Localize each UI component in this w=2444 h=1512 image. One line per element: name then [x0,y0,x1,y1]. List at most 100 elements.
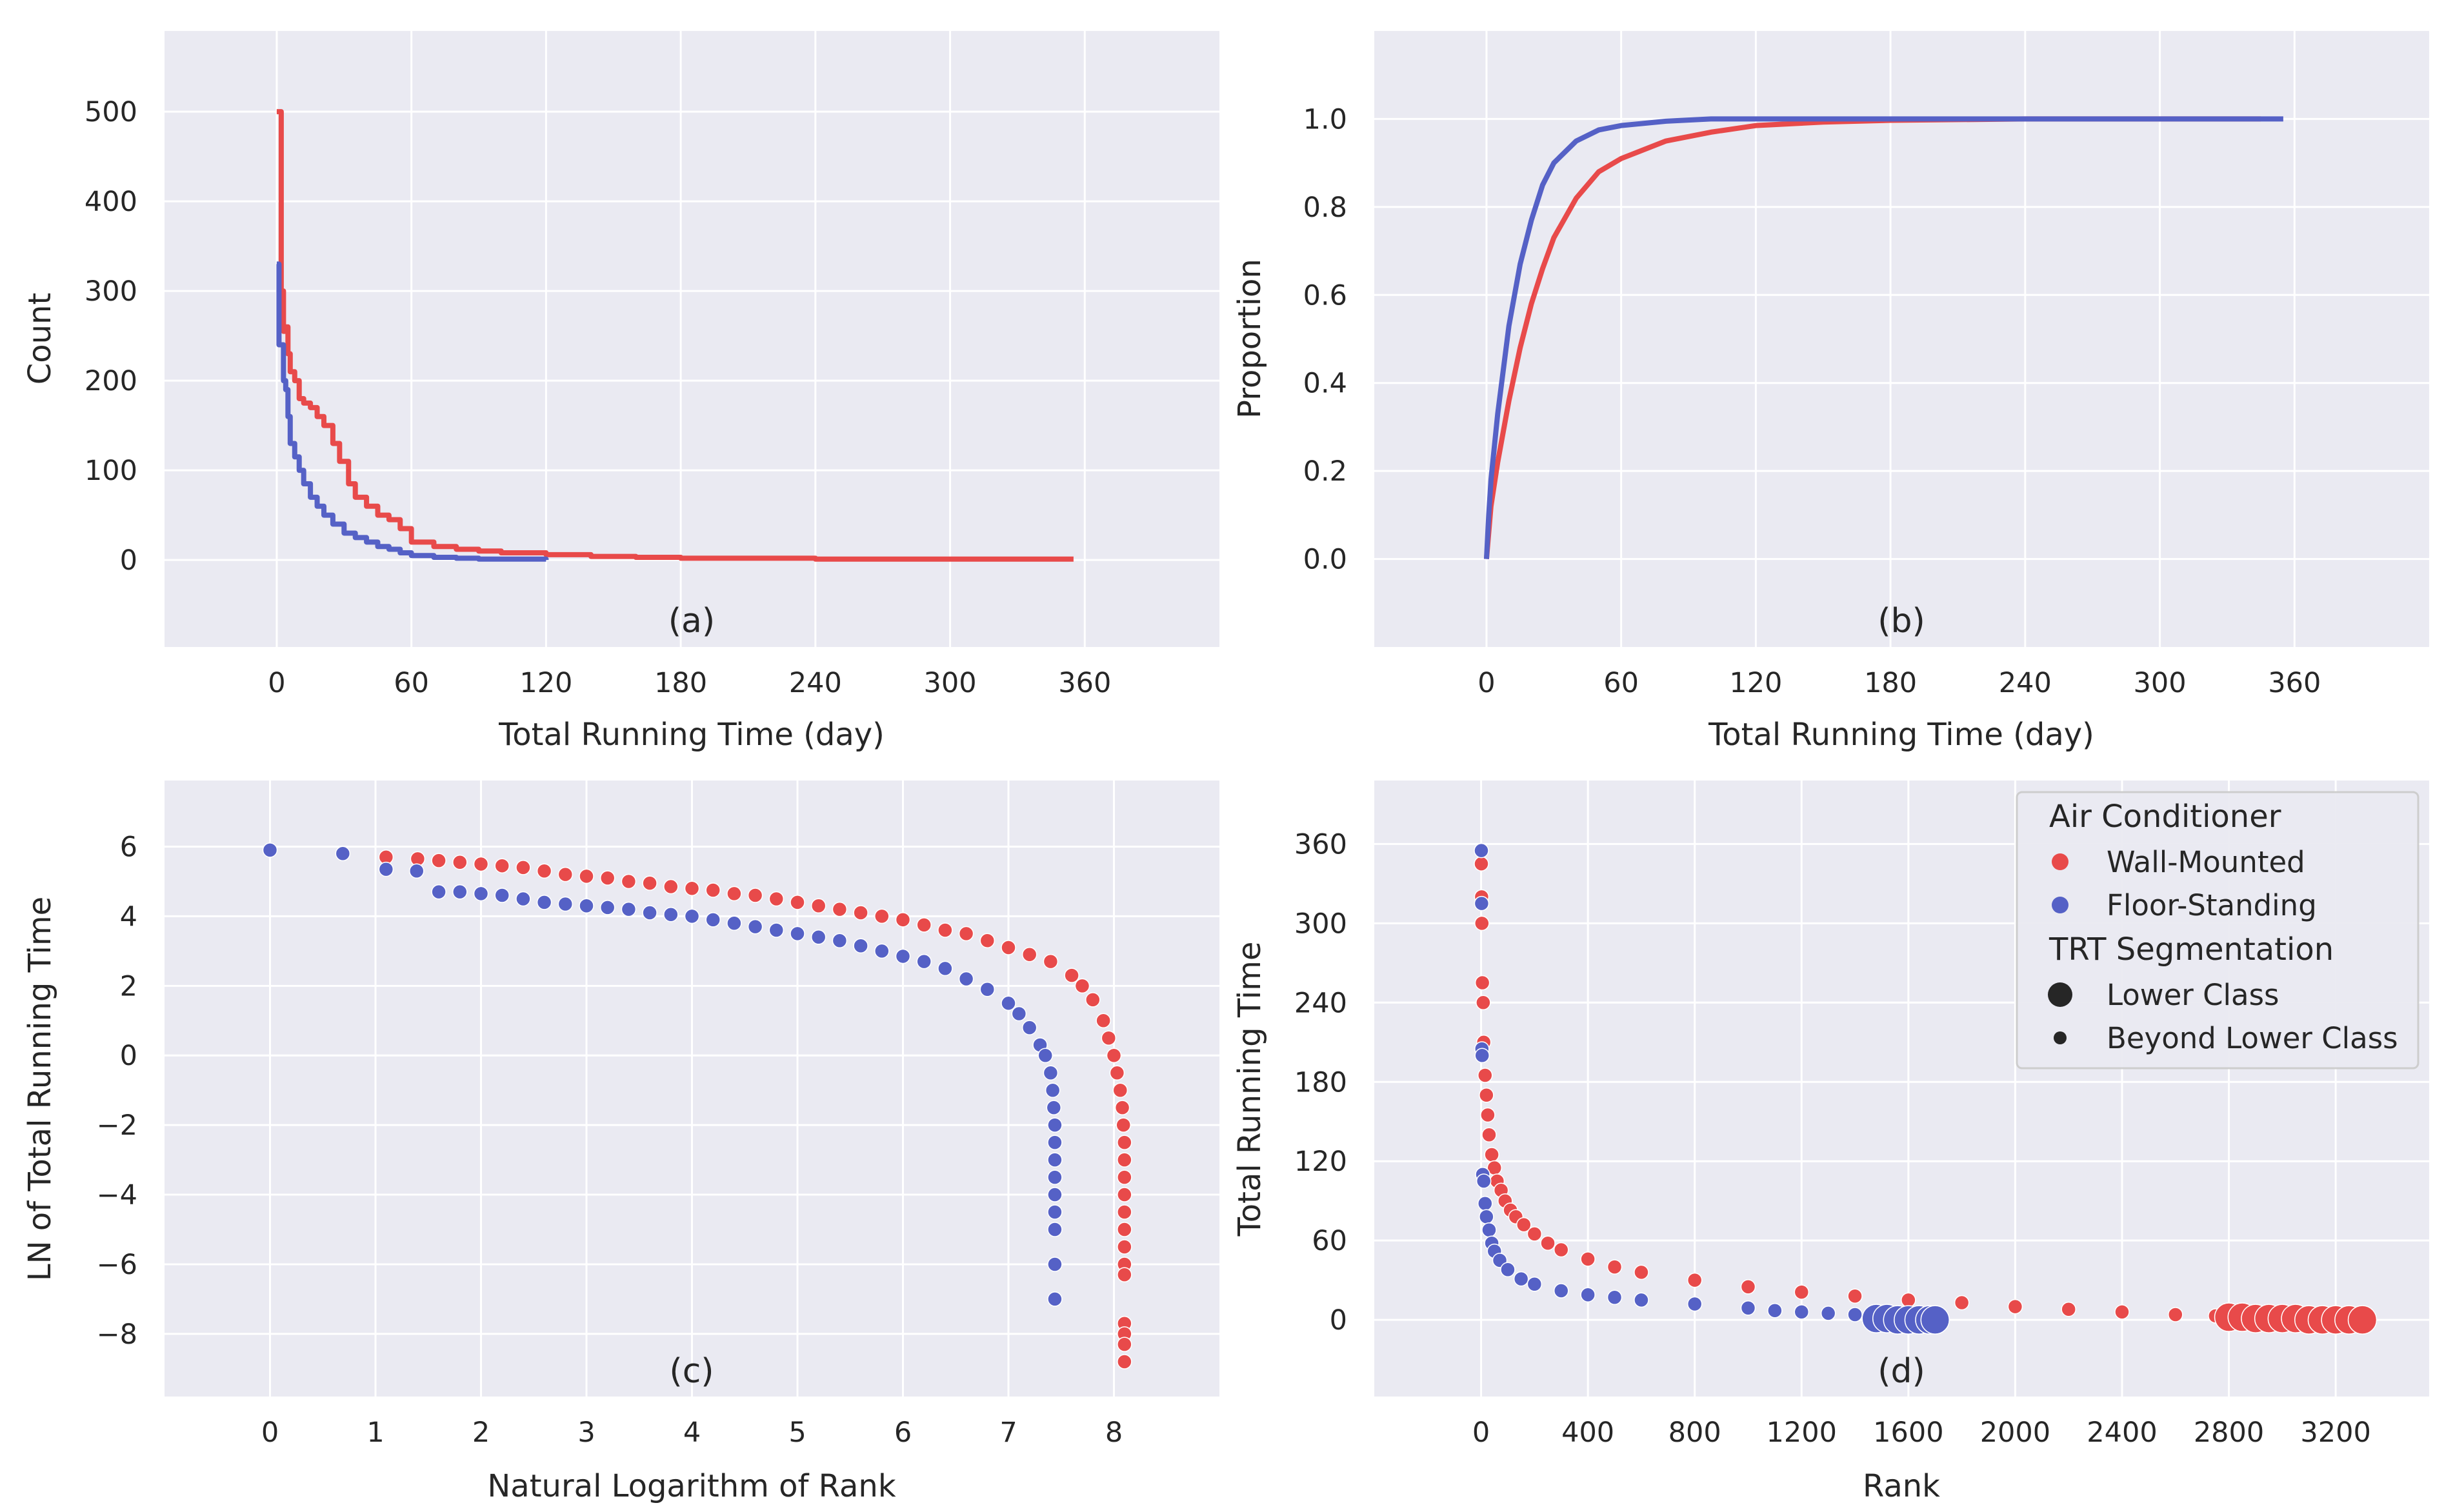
data-point-wall-mounted [916,917,932,933]
data-point-wall-mounted [599,870,616,886]
data-point-wall-mounted [1580,1251,1596,1267]
data-point-wall-mounted [832,901,848,917]
x-tick-label: 4 [683,1417,701,1449]
data-point-floor-standing [516,891,531,907]
y-tick-label: 0.4 [1303,368,1347,400]
y-tick-label: −2 [97,1109,137,1142]
panel-a-background [165,31,1219,647]
y-tick-label: 0.6 [1303,279,1347,312]
data-point-floor-standing [1481,1222,1497,1238]
x-tick-label: 0 [268,667,285,699]
x-tick-label: 360 [1058,667,1111,699]
data-point-floor-standing [916,953,932,970]
data-point-wall-mounted [1085,992,1101,1008]
panel-c-plot-area [262,842,1132,1369]
panel-b-ticks: 0 60 120 180 240 300 360 0.0 0.2 0.4 0.6 0.8 1.0 [1303,103,2321,699]
data-point-wall-mounted [536,863,552,879]
panel-a-x-axis-label: Total Running Time (day) [498,717,885,753]
data-point-floor-standing [1767,1303,1783,1318]
data-point-wall-mounted [853,905,868,920]
data-point-wall-mounted [1001,940,1016,955]
data-point-wall-mounted [1117,1222,1132,1237]
x-tick-label: 3 [577,1417,595,1449]
x-tick-label: 2 [472,1417,490,1449]
panel-b: 0 60 120 180 240 300 360 0.0 0.2 0.4 0.6 0.8 1.0 (b)… [1232,31,2429,753]
x-tick-label: 120 [1729,667,1782,699]
y-tick-label: 180 [1294,1066,1347,1099]
panel-c-ticks: 0 1 2 3 4 5 6 7 8 −8 −6 −4 −2 0 2 4 6 [97,831,1123,1449]
data-point-wall-mounted [1096,1013,1111,1029]
data-point-wall-mounted [684,880,700,897]
data-point-wall-mounted [1117,1152,1132,1168]
x-tick-label: 5 [788,1417,806,1449]
panel-d-plot-area [1474,842,2378,1335]
y-tick-label: 4 [120,900,137,933]
data-point-wall-mounted [1474,856,1489,871]
x-tick-label: 60 [1603,667,1639,699]
data-point-floor-standing [1634,1292,1649,1308]
legend-label-floor-standing: Floor-Standing [2107,888,2317,922]
panel-a-plot-area [276,109,1074,562]
data-point-wall-mounted [621,873,637,890]
data-point-floor-standing [1047,1135,1063,1150]
x-tick-label: 0 [261,1417,279,1449]
data-point-floor-standing [1047,1204,1063,1220]
data-point-floor-standing [874,943,890,959]
data-point-wall-mounted [1117,1187,1132,1202]
data-point-floor-standing [1687,1296,1703,1312]
panel-a: 0 60 120 180 240 300 360 0 100 200 300 400 500 (a) T… [22,31,1219,753]
panel-d-ticks: 0 400 800 1200 1600 2000 2400 2800 3200 0 60 120 180… [1294,828,2371,1449]
panel-b-grid [1374,31,2429,647]
y-tick-label: 240 [1294,987,1347,1019]
x-tick-label: 800 [1668,1417,1721,1449]
data-point-wall-mounted [1474,975,1490,991]
panel-b-background [1374,31,2429,647]
data-point-wall-mounted [516,860,531,875]
y-tick-label: 0 [120,544,137,577]
data-point-floor-standing [979,981,996,997]
x-tick-label: 2400 [2087,1417,2157,1449]
data-point-floor-standing [1037,1048,1053,1063]
data-point-wall-mounted [1114,1100,1130,1115]
legend-marker-wall-mounted [2052,853,2068,870]
data-point-floor-standing [579,898,594,913]
y-tick-label: 500 [85,96,137,128]
data-point-floor-standing [1047,1187,1063,1202]
data-point-floor-standing [1513,1271,1529,1287]
x-tick-label: 1200 [1767,1417,1837,1449]
data-point-floor-standing [684,908,700,924]
data-point-floor-standing [1021,1020,1037,1035]
data-point-floor-standing [1500,1262,1516,1278]
data-point-floor-standing [1046,1100,1062,1115]
data-point-wall-mounted [663,879,679,895]
data-point-wall-mounted [1117,1169,1132,1185]
legend-box [2016,791,2419,1069]
data-point-floor-standing [705,912,721,928]
data-point-wall-mounted [1847,1288,1863,1304]
data-point-floor-standing [1794,1304,1810,1320]
y-tick-label: 400 [85,186,137,218]
legend-label-lower-class: Lower Class [2107,978,2279,1012]
data-point-wall-mounted [431,853,446,868]
data-point-floor-standing [1011,1006,1027,1022]
x-tick-label: 120 [519,667,572,699]
data-point-floor-standing [768,922,785,938]
x-tick-label: 180 [654,667,707,699]
data-point-wall-mounted [1607,1259,1623,1275]
data-point-wall-mounted [1540,1235,1556,1251]
data-point-wall-mounted [726,886,742,902]
x-tick-label: 400 [1561,1417,1614,1449]
data-point-floor-standing [663,906,679,922]
data-point-wall-mounted [1480,1107,1496,1123]
y-tick-label: 360 [1294,828,1347,860]
data-point-floor-standing [494,888,510,903]
legend-marker-floor-standing [2052,897,2068,913]
y-tick-label: 200 [85,365,137,397]
panel-b-label: (b) [1878,602,1925,641]
y-tick-label: 60 [1312,1225,1347,1257]
data-point-wall-mounted [1074,978,1090,994]
data-point-floor-standing [1740,1300,1756,1316]
x-tick-label: 300 [2134,667,2187,699]
panel-c-x-axis-label: Natural Logarithm of Rank [487,1468,896,1504]
panel-c-label: (c) [669,1352,714,1391]
